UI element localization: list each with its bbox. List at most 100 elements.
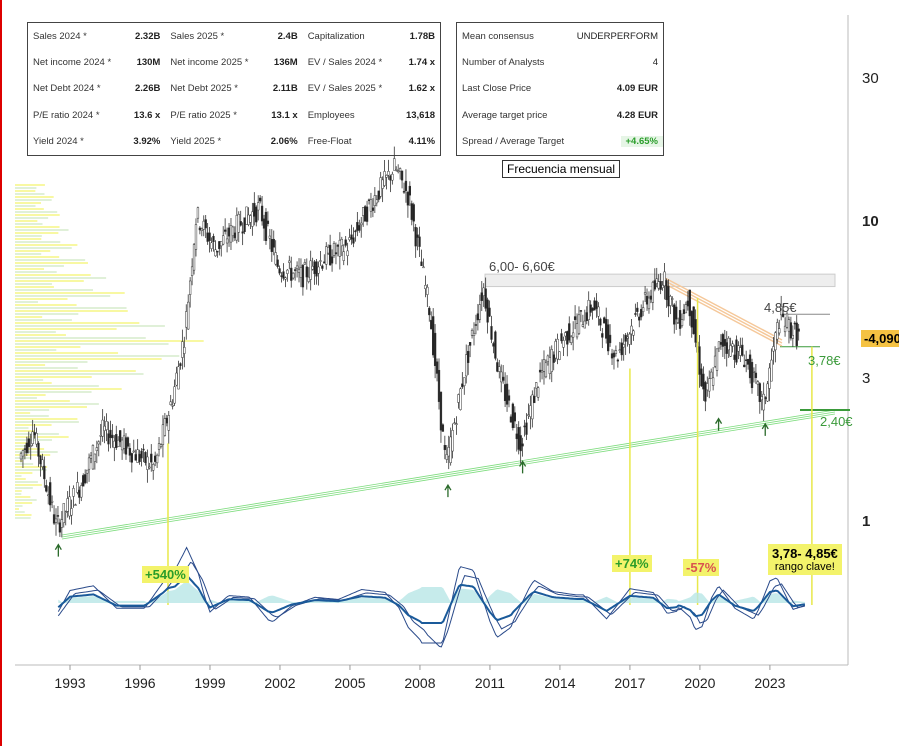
candle-body [752, 371, 756, 373]
gain-74-label: +74% [612, 555, 652, 572]
metric-value: 1.62 x [408, 83, 436, 95]
range-label: 3,78- 4,85€ [772, 546, 838, 561]
candle-body [754, 372, 758, 379]
downtrend-line [664, 283, 783, 347]
candle-body [694, 319, 697, 343]
candle-body [533, 395, 536, 404]
candle-body [237, 214, 240, 233]
candle-body [791, 335, 794, 339]
candle-body [713, 355, 717, 367]
candle-body [181, 341, 184, 358]
candle-body [439, 391, 443, 431]
candle-body [187, 301, 190, 330]
candle-body [437, 369, 441, 402]
candle-body [58, 522, 62, 533]
candle-body [406, 191, 410, 206]
candle-body [280, 275, 283, 277]
candle-body [756, 381, 759, 385]
candle-body [344, 239, 347, 246]
candle-body [334, 252, 338, 255]
candle-body [258, 197, 262, 202]
candle-body [354, 230, 357, 233]
candle-body [231, 226, 235, 237]
candle-body [467, 350, 470, 363]
candle-body [474, 324, 478, 326]
candle-body [122, 435, 126, 449]
candle-body [47, 494, 50, 497]
candle-body [630, 325, 633, 335]
candle-body [739, 347, 742, 356]
metric-value: 2.06% [270, 136, 298, 148]
candle-body [150, 453, 153, 463]
candle-body [87, 457, 91, 470]
candle-body [445, 454, 448, 460]
candle-body [573, 316, 577, 320]
candle-body [535, 382, 538, 389]
oscillator-line [57, 546, 806, 644]
candle-body [680, 319, 684, 326]
candle-body [470, 329, 474, 336]
candle-body [540, 370, 544, 373]
candle-body [745, 359, 748, 361]
consensus-label: Last Close Price [462, 83, 532, 95]
candle-body [698, 346, 701, 375]
metric-label: P/E ratio 2024 * [33, 109, 100, 121]
candle-body [223, 229, 227, 232]
candle-body [342, 251, 345, 261]
candle-body [525, 422, 528, 435]
consensus-value: +4.65% [620, 136, 663, 148]
metric-value: 2.26B [134, 83, 161, 95]
candle-body [49, 482, 52, 506]
candle-body [673, 304, 676, 325]
candle-body [502, 376, 505, 381]
candle-body [93, 453, 97, 462]
candle-body [414, 227, 417, 247]
candle-body [179, 363, 182, 366]
candle-body [770, 359, 773, 382]
candle-body [212, 236, 215, 243]
candle-body [171, 405, 174, 407]
metric-value: 136M [273, 57, 298, 69]
metric-value: 2.32B [134, 30, 161, 42]
candle-body [443, 444, 446, 451]
candle-body [338, 239, 342, 257]
candle-body [527, 414, 530, 417]
chart-title: Frecuencia mensual [502, 160, 621, 178]
candle-body [29, 445, 32, 447]
candle-body [260, 205, 264, 222]
candle-body [430, 319, 433, 330]
candle-body [402, 191, 406, 193]
metric-value: 3.92% [133, 136, 161, 148]
candle-body [91, 445, 95, 470]
candle-body [225, 238, 229, 244]
candle-body [194, 224, 198, 250]
candle-body [327, 246, 330, 254]
metric-value: 2.11B [272, 83, 298, 95]
candle-body [330, 256, 334, 264]
candle-body [488, 307, 491, 317]
candle-body [758, 383, 761, 403]
candle-body [363, 206, 367, 222]
candle-body [389, 175, 392, 181]
up-arrow-icon [444, 483, 452, 498]
candle-body [465, 354, 468, 377]
candle-body [706, 383, 709, 391]
metric-value: 1.78B [409, 30, 436, 42]
y-tick-label: 1 [862, 513, 870, 530]
candle-body [293, 269, 297, 271]
candle-body [671, 298, 674, 300]
x-tick-label: 1996 [124, 675, 155, 691]
metric-label: Net income 2025 * [170, 57, 249, 69]
candle-body [395, 169, 398, 171]
candle-body [397, 170, 400, 173]
candle-body [552, 354, 555, 363]
candle-body [643, 292, 647, 295]
candle-body [113, 440, 116, 448]
candle-body [365, 206, 369, 222]
candle-body [206, 232, 209, 242]
candle-body [309, 260, 312, 280]
candle-body [163, 418, 167, 436]
candle-body [381, 179, 384, 189]
candle-body [599, 318, 602, 326]
candle-body [667, 285, 670, 307]
